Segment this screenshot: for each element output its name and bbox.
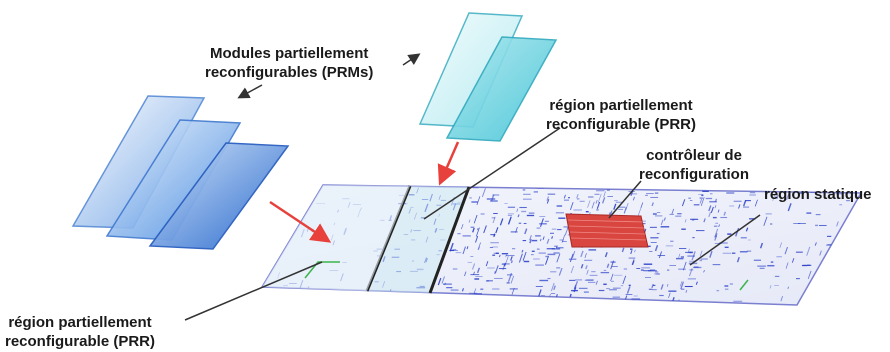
red-arrow-cyan-modules — [441, 142, 458, 181]
routing-trace — [518, 215, 519, 218]
label-prms: Modules partiellement reconfigurables (P… — [205, 44, 373, 82]
label-prr-bottom-line1: région partiellement — [5, 313, 155, 332]
routing-trace — [477, 228, 478, 230]
label-prms-line2: reconfigurables (PRMs) — [205, 63, 373, 82]
pointer-prms-left — [240, 85, 262, 97]
routing-trace — [540, 239, 541, 241]
prm-stack-cyan — [420, 13, 556, 141]
label-static: région statique — [764, 185, 872, 204]
label-prr-top-line1: région partiellement — [546, 96, 696, 115]
label-prr-top-line2: reconfigurable (PRR) — [546, 115, 696, 134]
label-prr-bottom-line2: reconfigurable (PRR) — [5, 332, 155, 351]
pointer-prms-right — [403, 55, 418, 65]
prm-stack-blue — [73, 96, 288, 249]
reconfiguration-controller-block — [566, 214, 648, 247]
label-controller: contrôleur de reconfiguration — [639, 146, 749, 184]
label-prr-bottom: région partiellement reconfigurable (PRR… — [5, 313, 155, 351]
label-static-line1: région statique — [764, 185, 872, 204]
label-controller-line1: contrôleur de — [639, 146, 749, 165]
label-prms-line1: Modules partiellement — [205, 44, 373, 63]
pointer-prr-bottom — [185, 262, 322, 320]
routing-trace — [570, 294, 571, 297]
label-prr-top: région partiellement reconfigurable (PRR… — [546, 96, 696, 134]
routing-trace — [552, 236, 553, 238]
routing-trace — [511, 261, 512, 264]
label-controller-line2: reconfiguration — [639, 165, 749, 184]
